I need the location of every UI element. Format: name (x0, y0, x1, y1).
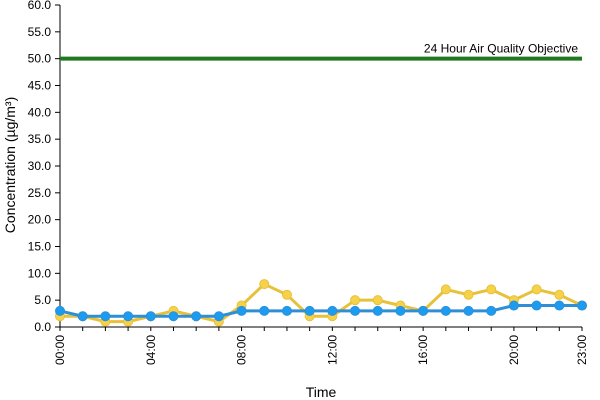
series-1-point (440, 284, 451, 295)
series-2-point (55, 305, 65, 316)
x-tick-label: 23:00 (575, 335, 589, 365)
series-2-point (168, 311, 179, 322)
series-2-point (554, 300, 565, 311)
y-tick-label: 45.0 (28, 79, 52, 93)
x-tick-label: 04:00 (144, 335, 158, 365)
series-2-point (145, 311, 156, 322)
x-tick-label: 00:00 (53, 335, 67, 365)
y-axis-title: Concentration (µg/m³) (2, 97, 18, 233)
series-2-point (191, 311, 202, 322)
series-2-point (259, 305, 270, 316)
x-axis-title: Time (306, 384, 337, 400)
series-2-point (440, 305, 451, 316)
series-1-point (531, 284, 542, 295)
series-2-point (77, 311, 88, 322)
y-tick-label: 30.0 (28, 159, 52, 173)
series-2-point (236, 305, 247, 316)
series-2-point (577, 300, 587, 311)
series-2-point (508, 300, 519, 311)
series-2-point (486, 305, 497, 316)
series-2-point (123, 311, 134, 322)
series-1-point (463, 289, 474, 300)
x-tick-label: 20:00 (507, 335, 521, 365)
y-tick-label: 20.0 (28, 213, 52, 227)
y-tick-label: 0.0 (34, 320, 51, 334)
series-2-point (100, 311, 111, 322)
y-tick-label: 35.0 (28, 132, 52, 146)
x-axis-ticks: 00:00 04:00 08:00 12:00 16:00 20:00 23:00 (53, 327, 589, 365)
y-tick-label: 40.0 (28, 105, 52, 119)
series-2-point (372, 305, 383, 316)
series-2-point (327, 305, 338, 316)
series-2-point (463, 305, 474, 316)
y-tick-label: 10.0 (28, 266, 52, 280)
x-tick-label: 12:00 (325, 335, 339, 365)
y-tick-label: 15.0 (28, 240, 52, 254)
series-1-point (281, 289, 292, 300)
reference-line-group: 24 Hour Air Quality Objective (60, 42, 582, 61)
y-tick-label: 25.0 (28, 186, 52, 200)
series-2-point (350, 305, 361, 316)
air-quality-objective-label: 24 Hour Air Quality Objective (424, 42, 578, 56)
series-group (55, 279, 587, 327)
x-tick-label: 08:00 (235, 335, 249, 365)
series-2-point (304, 305, 315, 316)
series-2-point (395, 305, 406, 316)
y-tick-label: 55.0 (28, 25, 52, 39)
series-2-line (59, 304, 582, 318)
y-axis-ticks: 0.0 5.0 10.0 15.0 20.0 25.0 30.0 35.0 40.0 45.0 50… (28, 0, 60, 334)
series-1-point (554, 289, 565, 300)
series-1-point (486, 284, 497, 295)
series-1-point (259, 279, 270, 290)
y-tick-label: 60.0 (28, 0, 52, 12)
series-1-point (372, 295, 383, 306)
series-2-point (281, 305, 292, 316)
y-tick-label: 50.0 (28, 52, 52, 66)
series-1-point (350, 295, 361, 306)
series-2-point (418, 305, 429, 316)
y-tick-label: 5.0 (34, 293, 51, 307)
x-tick-label: 16:00 (416, 335, 430, 365)
series-2-point (213, 311, 224, 322)
series-2-point (531, 300, 542, 311)
